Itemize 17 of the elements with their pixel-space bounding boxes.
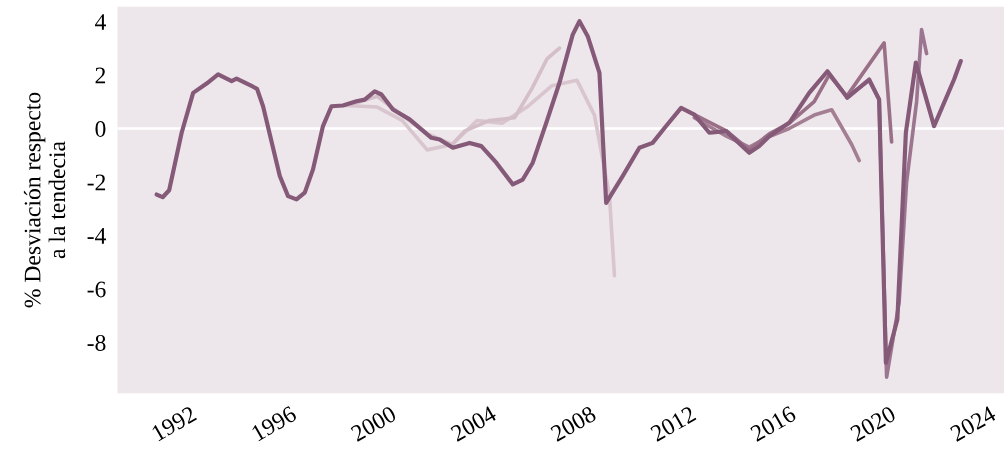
y-tick-label: 4 (95, 14, 106, 30)
x-tick-label: 1996 (251, 405, 298, 442)
y-tick-label: -8 (87, 334, 106, 351)
y-tick-label: 0 (95, 120, 106, 137)
x-tick-label: 2000 (350, 405, 398, 442)
y-tick-label: -4 (87, 228, 106, 244)
x-tick-label: 2004 (449, 405, 498, 442)
y-tick-label: -2 (87, 174, 106, 191)
y-axis-title: % Desviación respecto a la tendecia (23, 92, 66, 308)
y-tick-label: -6 (87, 281, 106, 298)
x-tick-label: 2020 (849, 405, 897, 442)
x-tick-label: 2024 (949, 405, 998, 442)
x-tick-label: 2008 (549, 405, 597, 442)
x-tick-label: 2012 (649, 405, 697, 442)
x-tick-label: 2016 (749, 405, 797, 442)
y-tick-label: 2 (95, 67, 106, 84)
x-tick-label: 1992 (151, 405, 198, 442)
